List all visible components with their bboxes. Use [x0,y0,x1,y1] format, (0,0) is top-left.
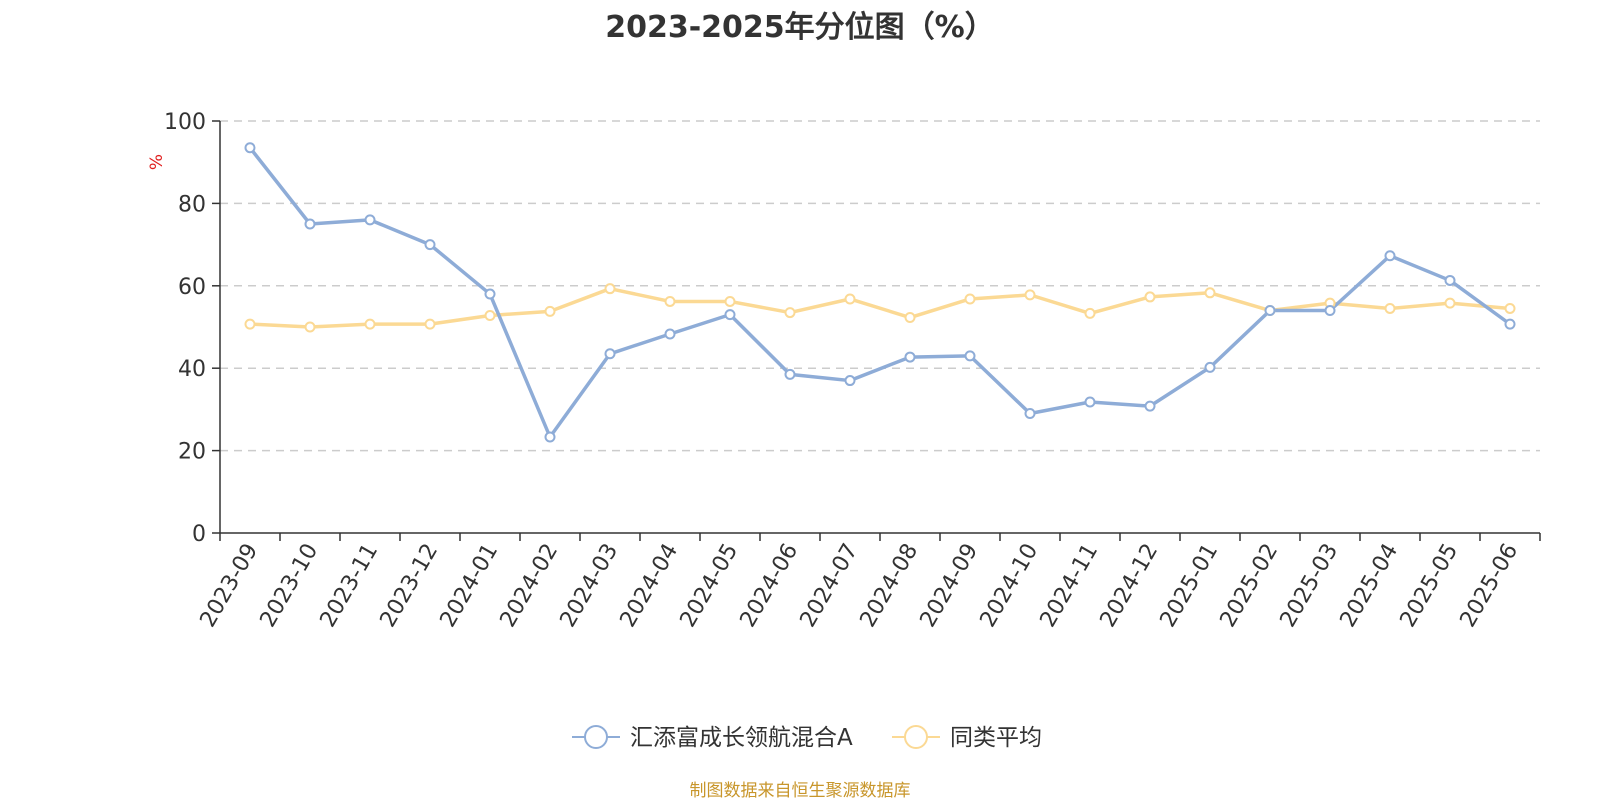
data-point-series-2[interactable] [424,318,436,330]
data-point-series-1[interactable] [1084,396,1096,408]
x-tick-label: 2025-04 [1336,540,1404,632]
data-point-series-1[interactable] [1024,408,1036,420]
data-point-series-2[interactable] [604,283,616,295]
x-tick-label: 2025-05 [1396,540,1464,632]
x-tick-label: 2023-11 [316,540,384,632]
data-point-series-2[interactable] [1204,287,1216,299]
x-tick-label: 2024-09 [916,540,984,632]
data-point-series-2[interactable] [724,295,736,307]
data-point-series-1[interactable] [1144,400,1156,412]
x-tick-label: 2024-03 [556,540,624,632]
data-point-series-1[interactable] [1444,274,1456,286]
x-tick-label: 2023-10 [256,540,324,632]
data-point-series-2[interactable] [844,293,856,305]
x-tick-label: 2024-11 [1036,540,1104,632]
x-tick-label: 2024-10 [976,540,1044,632]
data-point-series-1[interactable] [844,375,856,387]
x-tick-label: 2024-02 [496,540,564,632]
legend-label[interactable]: 汇添富成长领航混合A [630,725,853,751]
x-tick-label: 2025-01 [1156,540,1224,632]
x-tick-label: 2025-02 [1216,540,1284,632]
data-point-series-2[interactable] [784,307,796,319]
data-point-series-2[interactable] [1084,307,1096,319]
y-tick-label: 0 [192,522,206,547]
data-point-series-2[interactable] [244,318,256,330]
legend-marker[interactable] [904,725,928,749]
data-point-series-2[interactable] [544,305,556,317]
data-point-series-2[interactable] [484,309,496,321]
series-line-1 [248,146,1512,439]
data-point-series-1[interactable] [364,214,376,226]
data-point-series-2[interactable] [664,295,676,307]
y-tick-label: 20 [178,440,206,465]
legend-label[interactable]: 同类平均 [950,725,1042,751]
data-point-series-1[interactable] [424,239,436,251]
x-tick-label: 2023-12 [376,540,444,632]
x-tick-label: 2024-08 [856,540,924,632]
y-tick-label: 80 [178,192,206,217]
data-point-series-1[interactable] [544,431,556,443]
x-tick-label: 2024-05 [676,540,744,632]
x-tick-label: 2024-06 [736,540,804,632]
data-source-note: 制图数据来自恒生聚源数据库 [689,781,911,801]
data-point-series-2[interactable] [1444,297,1456,309]
y-tick-label: 60 [178,275,206,300]
data-point-series-1[interactable] [664,328,676,340]
x-tick-label: 2024-04 [616,540,684,632]
data-point-series-1[interactable] [1504,318,1516,330]
data-point-series-2[interactable] [1504,302,1516,314]
data-point-series-1[interactable] [484,288,496,300]
x-tick-label: 2024-07 [796,540,864,632]
data-point-series-2[interactable] [964,293,976,305]
data-point-series-1[interactable] [964,350,976,362]
x-tick-label: 2025-06 [1456,540,1524,632]
x-tick-label: 2024-01 [436,540,504,632]
data-point-series-2[interactable] [364,318,376,330]
y-axis-label: % [147,154,167,170]
x-tick-label: 2023-09 [196,540,264,632]
x-tick-label: 2024-12 [1096,540,1164,632]
x-tick-label: 2025-03 [1276,540,1344,632]
data-point-series-2[interactable] [1024,289,1036,301]
data-point-series-1[interactable] [904,351,916,363]
chart-title: 2023-2025年分位图（%） [605,10,995,45]
data-point-series-1[interactable] [244,142,256,154]
data-point-series-1[interactable] [1384,250,1396,262]
data-point-series-1[interactable] [1264,305,1276,317]
y-tick-label: 40 [178,357,206,382]
data-point-series-2[interactable] [904,312,916,324]
data-point-series-1[interactable] [1204,361,1216,373]
data-point-series-1[interactable] [784,368,796,380]
data-point-series-1[interactable] [604,348,616,360]
data-point-series-2[interactable] [304,321,316,333]
data-point-series-2[interactable] [1144,291,1156,303]
data-point-series-2[interactable] [1384,302,1396,314]
legend-marker[interactable] [584,725,608,749]
series-line-2 [249,286,1511,329]
y-tick-label: 100 [164,110,206,135]
data-point-series-1[interactable] [724,309,736,321]
data-point-series-1[interactable] [304,218,316,230]
data-point-series-1[interactable] [1324,305,1336,317]
